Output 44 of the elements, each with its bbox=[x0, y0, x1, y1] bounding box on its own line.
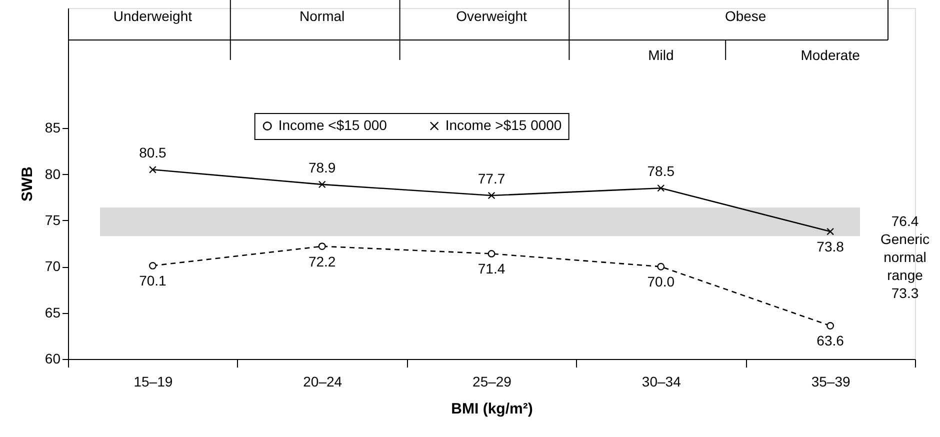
point bbox=[318, 180, 326, 188]
data-label: 63.6 bbox=[816, 332, 844, 349]
annotation: Mild bbox=[648, 47, 674, 63]
data-label: 78.9 bbox=[308, 159, 336, 176]
data-label: 72.2 bbox=[308, 253, 336, 270]
annotation: Obese bbox=[724, 8, 766, 24]
data-label: 70.0 bbox=[647, 274, 675, 290]
annotation: Normal bbox=[300, 8, 345, 24]
point bbox=[826, 322, 834, 330]
point bbox=[657, 262, 665, 270]
annotation: Underweight bbox=[113, 8, 192, 24]
x-tick-label: 20–24 bbox=[303, 374, 342, 390]
y-axis-title: SWB bbox=[18, 166, 36, 202]
point bbox=[148, 166, 156, 174]
x-axis-title: BMI (kg/m²) bbox=[451, 400, 533, 418]
y-tick-label: 85 bbox=[44, 120, 61, 136]
x-tick-label: 35–39 bbox=[811, 374, 850, 390]
legend-label: Income >$15 0000 bbox=[445, 117, 562, 133]
data-label: 80.5 bbox=[139, 144, 167, 161]
y-tick-label: 80 bbox=[44, 166, 61, 182]
data-label: 70.1 bbox=[139, 272, 167, 289]
legend-label: Income <$15 000 bbox=[278, 117, 388, 133]
data-label: 78.5 bbox=[647, 163, 675, 180]
point bbox=[488, 250, 496, 258]
data-label: 73.8 bbox=[816, 238, 844, 255]
y-tick-label: 65 bbox=[44, 304, 61, 320]
y-tick-label: 60 bbox=[44, 350, 61, 366]
point bbox=[826, 228, 834, 236]
x-tick-label: 25–29 bbox=[472, 374, 512, 390]
point bbox=[657, 184, 665, 192]
data-label: 71.4 bbox=[478, 260, 506, 277]
point bbox=[318, 242, 326, 250]
annotation: Moderate bbox=[800, 47, 860, 63]
annotation: 76.4 bbox=[891, 212, 919, 229]
annotation: Overweight bbox=[456, 8, 528, 24]
data-label: 77.7 bbox=[478, 170, 506, 187]
x-tick-label: 15–19 bbox=[134, 374, 173, 390]
point bbox=[488, 192, 496, 200]
annotation: 73.3 bbox=[891, 284, 919, 301]
point bbox=[148, 262, 156, 270]
y-tick-label: 75 bbox=[44, 212, 61, 228]
band-label: Generic normal range bbox=[880, 230, 930, 283]
y-tick-label: 70 bbox=[44, 258, 61, 274]
x-tick-label: 30–34 bbox=[642, 374, 682, 390]
